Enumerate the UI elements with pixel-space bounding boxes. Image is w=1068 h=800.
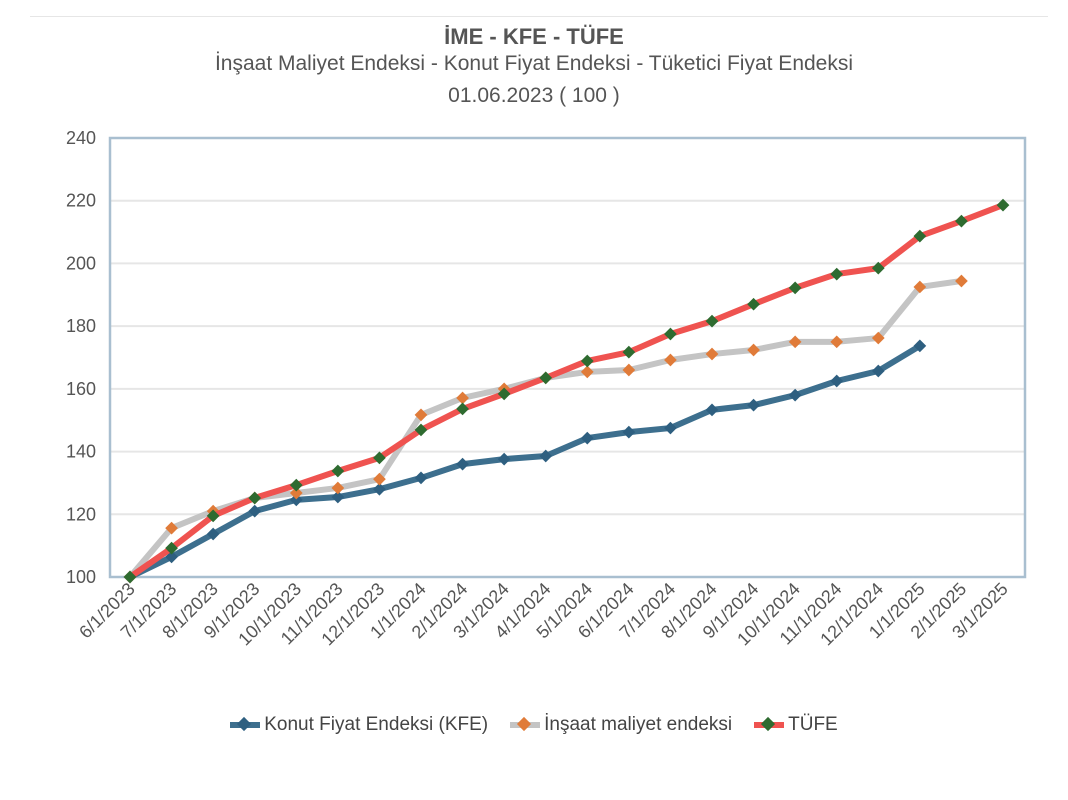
- y-tick-label: 160: [66, 379, 96, 399]
- y-tick-label: 100: [66, 567, 96, 587]
- data-point: [331, 481, 345, 495]
- data-point: [373, 472, 386, 486]
- data-point: [414, 471, 428, 485]
- data-point: [622, 363, 636, 377]
- data-point: [456, 391, 469, 405]
- y-tick-label: 140: [66, 442, 96, 462]
- series-line: [128, 202, 1005, 580]
- legend-item: Konut Fiyat Endeksi (KFE): [230, 714, 488, 736]
- data-point: [830, 335, 844, 349]
- series-line: [128, 343, 922, 580]
- data-point: [289, 478, 303, 492]
- chart-title: İME - KFE - TÜFE: [444, 24, 624, 49]
- data-point: [289, 493, 303, 507]
- data-point: [373, 451, 386, 465]
- data-point: [580, 365, 594, 379]
- data-point: [248, 504, 262, 518]
- data-point: [955, 274, 968, 288]
- data-point: [289, 486, 303, 500]
- data-point: [456, 402, 469, 416]
- y-tick-label: 240: [66, 128, 96, 148]
- data-point: [497, 387, 511, 401]
- legend-label: TÜFE: [788, 714, 838, 735]
- data-point: [497, 452, 511, 466]
- data-point: [664, 353, 677, 367]
- plot-area: [108, 136, 1027, 579]
- data-point: [622, 425, 636, 439]
- legend: Konut Fiyat Endeksi (KFE) İnşaat maliyet …: [0, 714, 1068, 736]
- legend-label: Konut Fiyat Endeksi (KFE): [264, 714, 489, 735]
- data-point: [414, 408, 428, 422]
- data-point: [788, 335, 802, 349]
- chart-subtitle: İnşaat Maliyet Endeksi - Konut Fiyat End…: [214, 52, 854, 75]
- y-tick-label: 200: [66, 253, 96, 273]
- data-point: [747, 343, 760, 357]
- legend-label: İnşaat maliyet endeksi: [544, 714, 733, 735]
- data-point: [705, 347, 719, 361]
- data-point: [373, 482, 386, 496]
- legend-swatch-icon: [510, 716, 541, 732]
- legend-swatch-icon: [230, 716, 261, 732]
- legend-item: İnşaat maliyet endeksi: [510, 714, 732, 736]
- data-point: [331, 490, 345, 504]
- y-tick-label: 220: [66, 191, 96, 211]
- legend-swatch-icon: [754, 716, 785, 732]
- data-point: [331, 464, 345, 478]
- data-point: [414, 423, 428, 437]
- y-tick-label: 180: [66, 316, 96, 336]
- data-point: [456, 457, 469, 471]
- chart-base-date: 01.06.2023 ( 100 ): [448, 84, 620, 107]
- chart-frame: [30, 16, 1048, 767]
- data-point: [747, 398, 760, 412]
- y-tick-label: 120: [66, 504, 96, 524]
- data-point: [248, 491, 262, 505]
- legend-item: TÜFE: [754, 714, 838, 736]
